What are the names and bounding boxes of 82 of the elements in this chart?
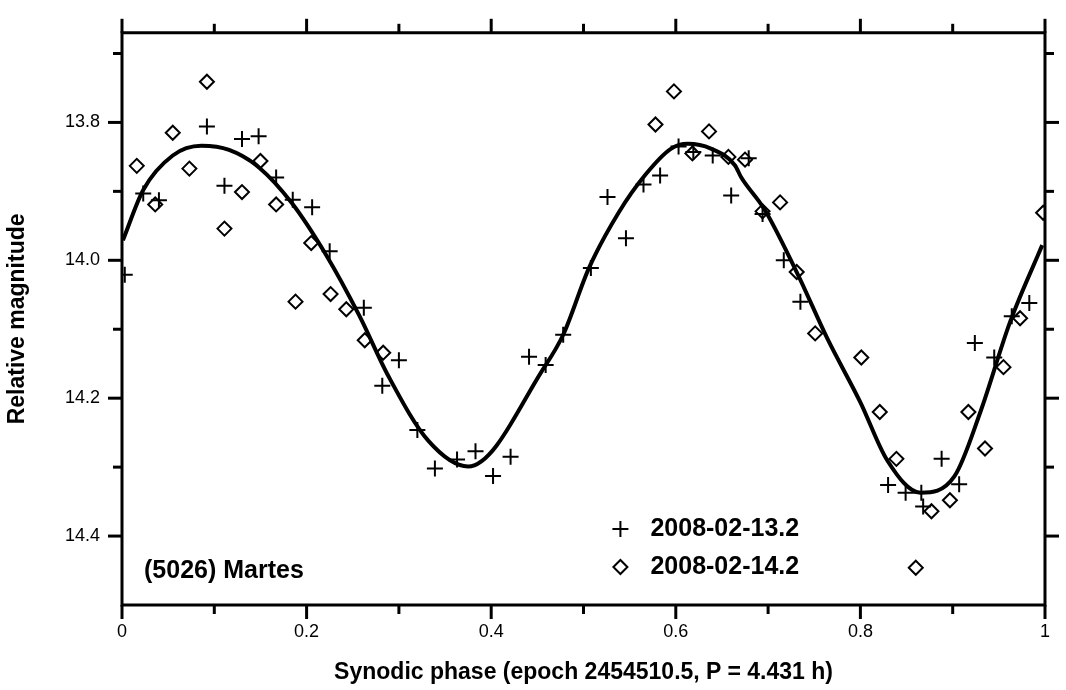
point <box>198 73 215 90</box>
point <box>268 196 285 213</box>
x-tick-label: 0.6 <box>663 620 689 641</box>
point <box>466 442 485 461</box>
point <box>134 184 153 203</box>
point <box>791 292 810 311</box>
point <box>520 347 539 366</box>
y-tick-label: 13.8 <box>64 111 100 132</box>
point <box>375 344 392 361</box>
point <box>722 186 741 205</box>
x-tick-label: 0 <box>116 620 128 641</box>
point <box>977 440 993 457</box>
x-tick-label: 0.8 <box>847 620 873 641</box>
point <box>164 124 181 141</box>
y-tick-label: 14.0 <box>64 249 100 270</box>
point <box>303 235 320 252</box>
point <box>879 476 898 495</box>
point <box>149 191 168 210</box>
point <box>356 332 373 349</box>
legend-label: 2008-02-13.2 <box>650 512 800 541</box>
y-tick-label: 14.2 <box>64 387 100 408</box>
point <box>389 351 408 370</box>
point <box>651 166 670 185</box>
point <box>965 334 984 353</box>
point <box>853 349 870 366</box>
y-axis-title: Relative magnitude <box>3 213 30 425</box>
point <box>425 459 444 478</box>
point <box>1012 310 1029 327</box>
point <box>1002 307 1021 326</box>
point <box>128 157 145 174</box>
point <box>871 403 888 420</box>
point <box>215 176 234 195</box>
point <box>888 450 905 467</box>
point <box>322 286 339 303</box>
point <box>720 148 737 165</box>
point <box>233 184 250 201</box>
point <box>338 301 355 318</box>
point <box>907 559 924 576</box>
point <box>287 293 304 310</box>
point <box>923 503 940 520</box>
point <box>373 376 392 395</box>
point <box>788 264 805 281</box>
point <box>985 348 1004 367</box>
point <box>739 149 758 168</box>
point <box>772 194 789 211</box>
point <box>737 151 754 168</box>
point <box>232 129 251 148</box>
point <box>181 160 198 177</box>
x-tick-label: 0.4 <box>478 620 504 641</box>
point <box>1020 294 1039 313</box>
x-tick-label: 0.2 <box>294 620 320 641</box>
point <box>303 198 322 217</box>
point <box>665 83 682 100</box>
point <box>960 403 977 420</box>
point <box>941 492 958 509</box>
point <box>754 203 771 220</box>
point <box>216 220 233 237</box>
point <box>554 325 573 344</box>
point <box>647 116 664 133</box>
point <box>995 359 1012 376</box>
annotation: (5026) Martes <box>144 554 304 583</box>
x-axis-title: Synodic phase (epoch 2454510.5, P = 4.431 h) <box>334 657 833 684</box>
point <box>701 123 718 140</box>
point <box>932 449 951 468</box>
point <box>914 497 933 516</box>
point <box>807 325 824 342</box>
point <box>147 196 164 213</box>
point <box>484 467 503 486</box>
point <box>501 447 520 466</box>
x-tick-label: 1 <box>1039 620 1050 641</box>
point <box>252 153 269 170</box>
point <box>950 475 969 494</box>
point <box>616 229 635 248</box>
legend-label: 2008-02-14.2 <box>650 550 800 579</box>
point <box>354 298 373 317</box>
point <box>408 420 427 439</box>
point <box>598 187 617 206</box>
point <box>249 127 268 146</box>
point <box>197 117 216 136</box>
y-tick-label: 14.4 <box>64 525 100 546</box>
point <box>283 190 302 209</box>
point <box>536 356 555 375</box>
